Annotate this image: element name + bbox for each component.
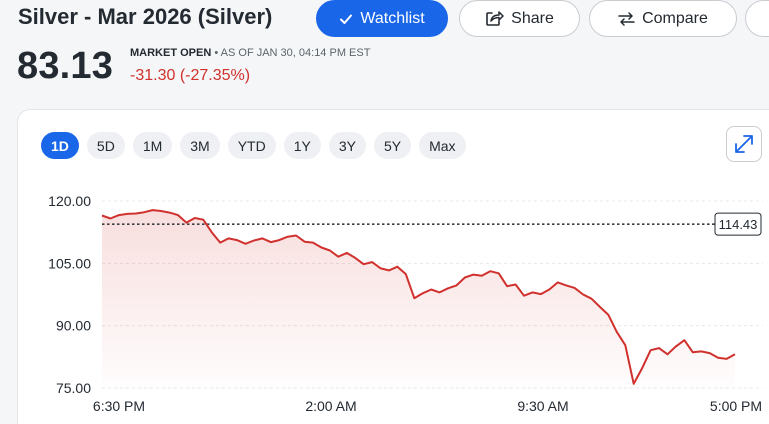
y-tick-label: 120.00 [48,193,91,209]
range-1m[interactable]: 1M [132,132,173,159]
x-tick-label: 5:00 PM [710,398,762,414]
separator-dot: • [214,47,221,59]
current-price: 83.13 [17,45,114,87]
market-status: MARKET OPEN [130,47,212,59]
range-3m[interactable]: 3M [180,132,220,159]
previous-close-tag-box [714,212,762,236]
compare-button[interactable]: Compare [589,0,737,37]
range-5d[interactable]: 5D [86,132,125,159]
watchlist-label: Watchlist [360,9,425,27]
expand-chart-button[interactable] [726,126,762,162]
price-change: -31.30 (-27.35%) [130,67,251,84]
price-area-fill [102,210,735,388]
range-ytd[interactable]: YTD [227,132,276,159]
x-tick-label: 6:30 PM [93,398,145,414]
range-1y[interactable]: 1Y [283,132,321,159]
compare-arrows-icon [618,11,635,26]
watchlist-button[interactable]: Watchlist [316,0,448,37]
previous-close-tag-label: 114.43 [719,217,758,232]
y-tick-label: 105.00 [48,255,91,271]
range-3y[interactable]: 3Y [328,132,366,159]
range-max[interactable]: Max [419,132,466,159]
x-tick-label: 2:00 AM [305,398,356,414]
x-tick-label: 9:30 AM [517,398,568,414]
x-axis-labels: 6:30 PM 2:00 AM 9:30 AM 5:00 PM [93,398,762,414]
market-status-line: MARKET OPEN • AS OF JAN 30, 04:14 PM EST [130,47,370,59]
y-axis-labels: 120.00 105.00 90.00 75.00 [48,193,91,396]
expand-icon [735,135,753,153]
as-of-time: AS OF JAN 30, 04:14 PM EST [220,47,371,59]
price-line [101,209,736,385]
y-tick-label: 90.00 [56,318,91,334]
compare-label: Compare [642,9,708,27]
previous-close-tag: 114.43 [714,212,762,236]
more-actions-button[interactable] [745,0,769,37]
share-label: Share [511,9,554,27]
range-1d[interactable]: 1D [41,132,79,159]
page-title: Silver - Mar 2026 (Silver) [18,4,273,29]
share-button[interactable]: Share [459,0,580,37]
share-icon [486,11,504,26]
y-tick-label: 75.00 [56,380,91,396]
range-5y[interactable]: 5Y [373,132,412,159]
range-selector: 1D 5D 1M 3M YTD 1Y 3Y 5Y Max [41,132,466,159]
checkmark-icon [340,14,353,24]
